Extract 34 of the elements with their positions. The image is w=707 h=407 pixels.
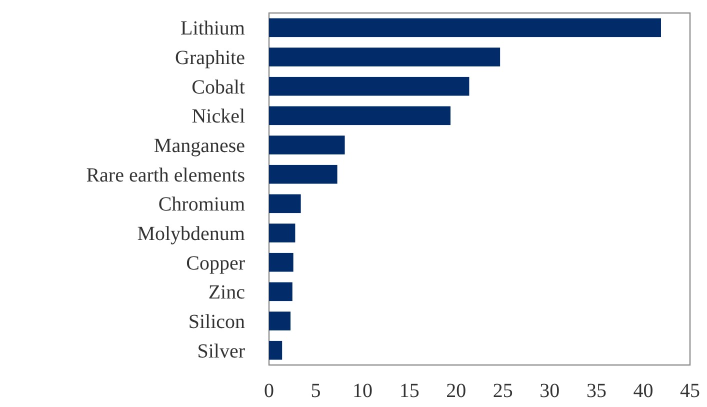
x-tick-label: 45 [680,380,700,402]
y-tick-label: Graphite [175,47,246,69]
bar [269,76,470,96]
bar [269,18,661,38]
bar [269,164,338,184]
x-tick-label: 30 [540,380,560,402]
bar [269,224,296,242]
y-tick-label: Lithium [180,18,246,40]
y-tick-label: Rare earth elements [86,164,246,186]
bar [269,252,294,272]
x-tick-label: 35 [586,380,606,402]
y-tick-label: Silver [197,340,246,362]
x-tick-label: 40 [633,380,654,402]
bar [269,282,292,302]
y-tick-label: Manganese [154,135,246,157]
bar [269,340,282,360]
bar [269,312,291,330]
bar [269,48,500,66]
bar [269,136,345,154]
y-tick-label: Silicon [188,311,245,333]
bar [269,106,450,126]
bar [269,194,301,214]
y-tick-label: Cobalt [192,76,246,98]
x-tick-label: 0 [264,380,274,402]
y-tick-label: Chromium [158,194,246,216]
x-tick-label: 20 [446,380,466,402]
x-tick-label: 10 [352,380,373,402]
x-tick-label: 25 [492,380,513,402]
y-tick-label: Molybdenum [137,223,246,245]
x-tick-label: 15 [399,380,420,402]
y-tick-label: Copper [186,252,246,274]
x-tick-label: 5 [310,380,321,402]
y-tick-label: Nickel [192,106,246,128]
y-tick-label: Zinc [208,282,246,304]
